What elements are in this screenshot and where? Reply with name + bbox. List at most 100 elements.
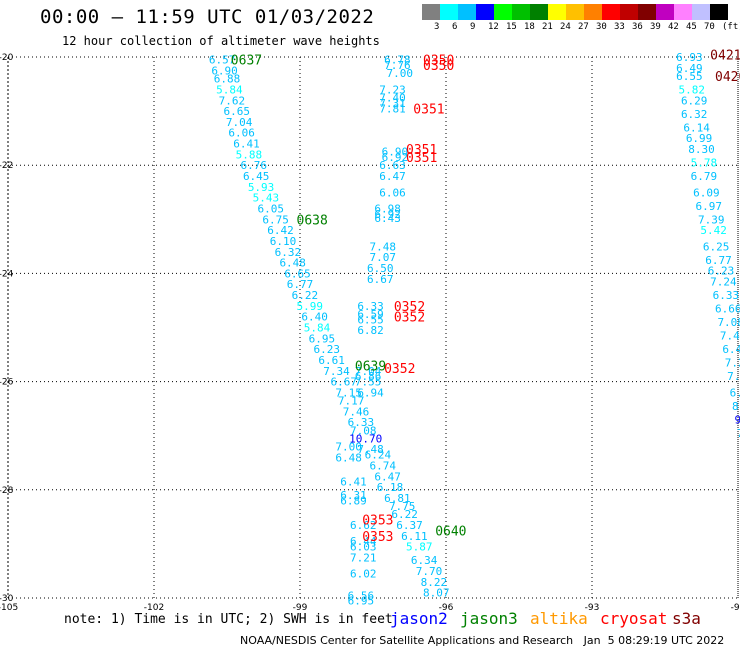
wave-height-point: 6.10 — [270, 235, 297, 248]
wave-height-point: 6.95 — [309, 332, 336, 345]
wave-height-point: 6.48 — [279, 257, 306, 270]
wave-height-point: 7.41 — [727, 370, 740, 383]
wave-height-point: 7.21 — [350, 551, 377, 564]
wave-height-point: 6.74 — [369, 459, 396, 472]
wave-height-point: 6.92 — [382, 151, 409, 164]
wave-height-point: 6.14 — [683, 121, 710, 134]
wave-height-point: 10.70 — [349, 432, 382, 445]
color-scale-label: 18 — [524, 22, 535, 32]
wave-height-point: 6.66 — [715, 303, 740, 316]
wave-height-point: 6.55 — [676, 70, 703, 83]
color-scale-swatch — [674, 4, 692, 20]
pass-time-label: 0353 — [362, 530, 393, 545]
x-tick-label: -93 — [585, 603, 600, 613]
pass-time-label: 0352 — [384, 362, 415, 377]
wave-height-point: 5.43 — [253, 192, 280, 205]
wave-height-point: 6.67 — [331, 376, 358, 389]
color-scale-label: 39 — [650, 22, 661, 32]
wave-height-point: 6.23 — [708, 265, 735, 278]
wave-height-point: 7.00 — [335, 441, 362, 454]
pass-time-label: 0638 — [297, 213, 328, 228]
wave-height-point: 6.25 — [703, 240, 730, 253]
x-tick-label: -105 — [0, 603, 18, 613]
y-tick-label: -28 — [0, 486, 14, 496]
wave-height-point: 6.06 — [228, 127, 255, 140]
color-scale-label: 36 — [632, 22, 643, 32]
wave-height-point: 6.33 — [713, 289, 740, 302]
wave-height-point: 6.65 — [284, 267, 311, 280]
page-title: 00:00 – 11:59 UTC 01/03/2022 — [40, 6, 375, 28]
wave-height-point: 6.61 — [318, 354, 345, 367]
wave-height-point: 6.34 — [411, 554, 438, 567]
x-tick-label: -90 — [731, 603, 740, 613]
wave-height-point: 6.09 — [693, 186, 720, 199]
wave-height-point: 7.70 — [416, 565, 443, 578]
legend-entry-altika: altika — [530, 609, 588, 628]
pass-time-label: 0639 — [355, 359, 386, 374]
legend-entry-jason3: jason3 — [460, 609, 518, 628]
wave-height-point: 8.02 — [732, 400, 740, 413]
wave-height-point: 7.98 — [737, 427, 740, 440]
color-scale-swatch — [656, 4, 674, 20]
wave-height-point: 6.89 — [340, 495, 367, 508]
wave-height-point: 6.24 — [365, 449, 392, 462]
color-scale-swatch — [440, 4, 458, 20]
wave-height-point: 5.93 — [248, 181, 275, 194]
color-scale-swatch — [692, 4, 710, 20]
wave-height-point: 6.22 — [292, 289, 319, 302]
wave-height-point: 6.11 — [401, 530, 428, 543]
color-scale-swatch — [422, 4, 440, 20]
y-tick-label: -30 — [0, 594, 14, 604]
page-subtitle: 12 hour collection of altimeter wave hei… — [62, 34, 380, 48]
wave-height-point: 6.33 — [357, 300, 384, 313]
y-tick-label: -24 — [0, 269, 14, 279]
wave-height-point: 6.92 — [374, 208, 401, 221]
wave-height-point: 7.40 — [379, 92, 406, 105]
color-scale-swatch — [530, 4, 548, 20]
wave-height-point: 6.03 — [350, 541, 377, 554]
wave-height-point: 7.07 — [369, 251, 396, 264]
wave-height-point: 7.43 — [720, 330, 740, 343]
wave-height-point: 6.32 — [275, 246, 302, 259]
wave-height-point: 6.75 — [262, 213, 289, 226]
pass-time-label: 0350 — [423, 59, 454, 74]
legend-entry-jason2: jason2 — [390, 609, 448, 628]
wave-height-point: 6.18 — [377, 481, 404, 494]
wave-height-point: 7.15 — [335, 386, 362, 399]
wave-height-point: 6.57 — [209, 54, 236, 67]
wave-height-point: 6.59 — [357, 308, 384, 321]
wave-height-point: 6.47 — [374, 470, 401, 483]
wave-height-point: 6.88 — [214, 73, 241, 86]
color-scale-label: 15 — [506, 22, 517, 32]
wave-height-point: 6.47 — [379, 170, 406, 183]
color-scale-swatch — [494, 4, 512, 20]
wave-height-point: 8.30 — [688, 143, 715, 156]
wave-height-point: 7.48 — [369, 240, 396, 253]
wave-height-point: 6.06 — [379, 186, 406, 199]
wave-height-point: 6.44 — [350, 535, 377, 548]
color-scale-swatch — [638, 4, 656, 20]
color-scale-label: 24 — [560, 22, 571, 32]
wave-height-point: 6.62 — [350, 519, 377, 532]
wave-height-point: 6.48 — [335, 451, 362, 464]
wave-height-point: 5.42 — [700, 224, 727, 237]
wave-height-point: 8.22 — [421, 576, 448, 589]
wave-height-point: 7.81 — [379, 102, 406, 115]
wave-height-point: 6.42 — [267, 224, 294, 237]
wave-height-point: 6.77 — [287, 278, 314, 291]
wave-height-point: 6.86 — [355, 370, 382, 383]
wave-height-point: 7.00 — [387, 67, 414, 80]
wave-height-point: 7.46 — [343, 405, 370, 418]
wave-height-point: 6.98 — [374, 202, 401, 215]
pass-time-label: 0352 — [394, 300, 425, 315]
wave-height-point: 5.84 — [304, 322, 331, 335]
wave-height-point: 6.97 — [696, 200, 723, 213]
color-scale-label: 42 — [668, 22, 679, 32]
wave-height-point: 6.94 — [357, 386, 384, 399]
wave-height-point: 7.39 — [698, 213, 725, 226]
color-scale-label: (ft) — [722, 22, 740, 32]
wave-height-point: 6.56 — [348, 589, 375, 602]
wave-height-point: 6.90 — [382, 146, 409, 159]
wave-height-point: 6.41 — [233, 138, 260, 151]
